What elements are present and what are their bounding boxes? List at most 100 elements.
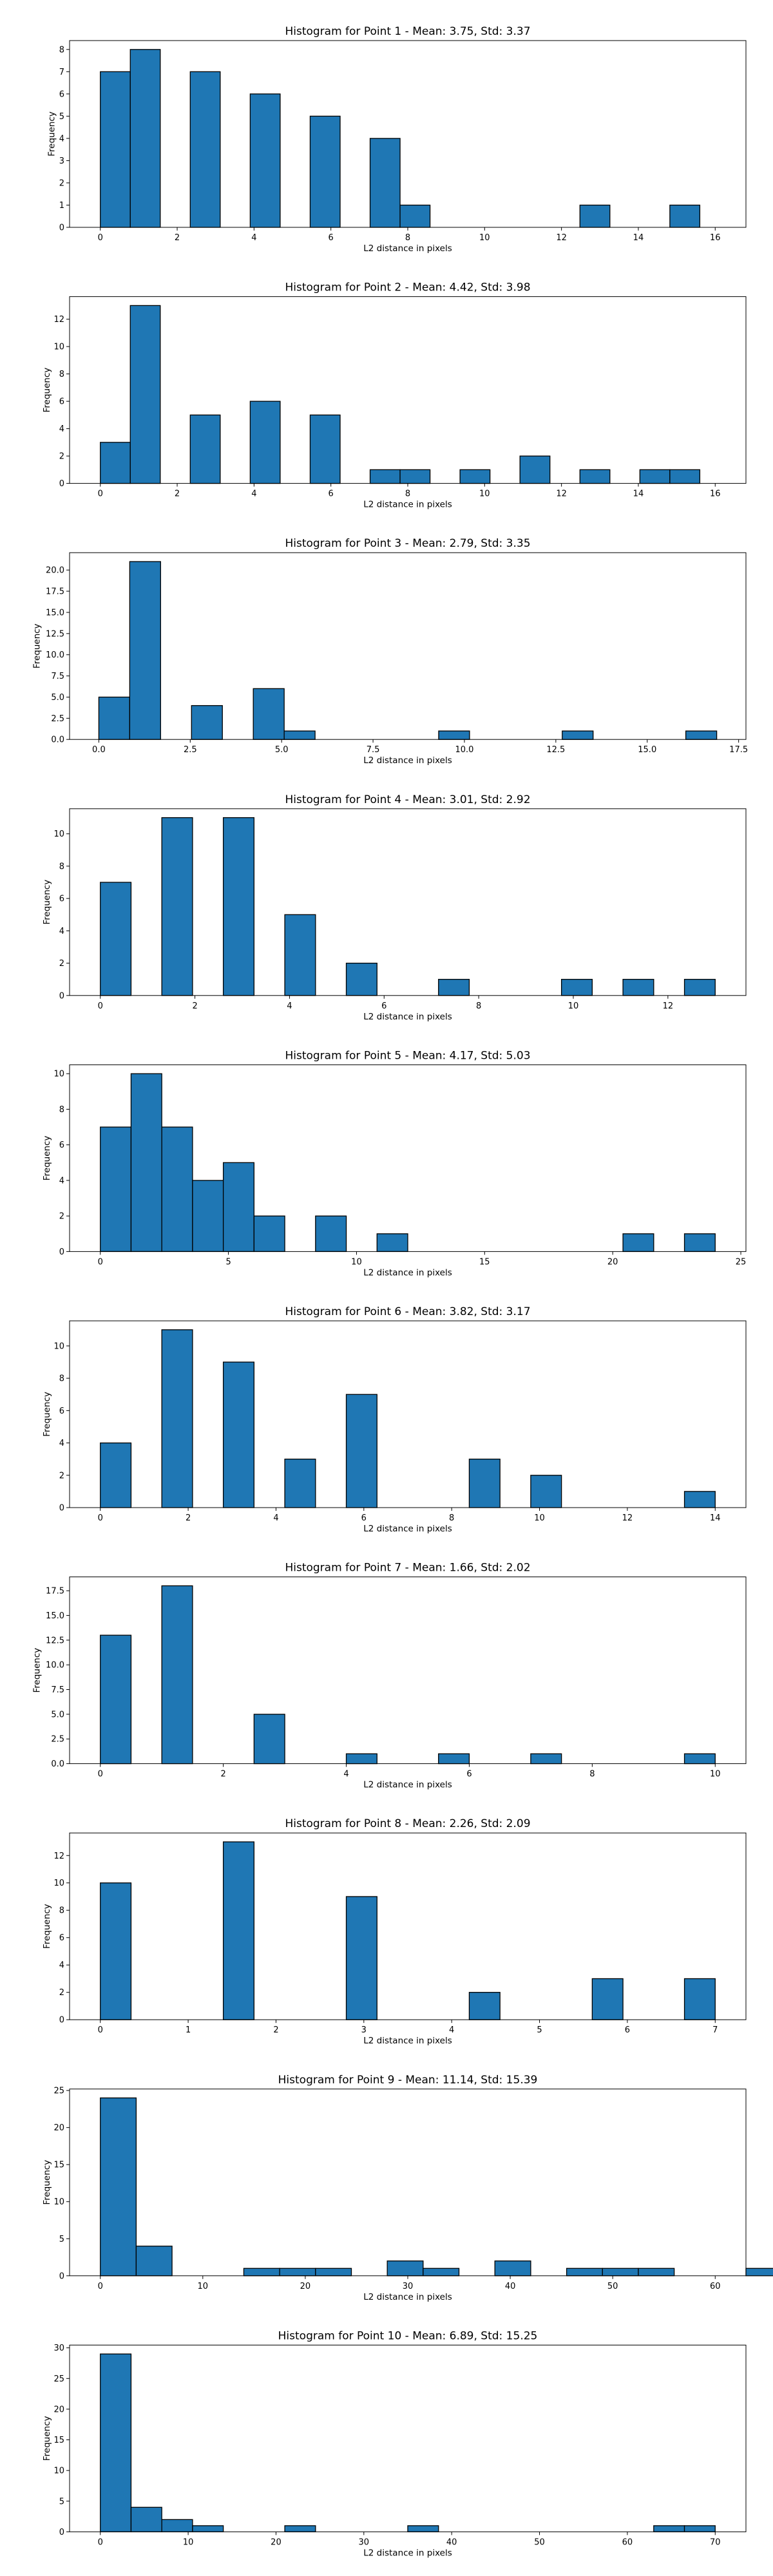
x-tick-label: 4	[449, 2025, 454, 2035]
x-tick-label: 15.0	[638, 745, 656, 755]
histogram-bar	[669, 469, 701, 484]
y-tick-label: 0	[59, 2528, 64, 2537]
x-tick-label: 30	[359, 2537, 370, 2547]
y-tick-label: 4	[59, 927, 64, 936]
x-tick-label: 10	[479, 233, 490, 243]
histogram-bar	[407, 2525, 439, 2533]
y-tick-label: 6	[59, 397, 64, 407]
y-tick-label: 0	[59, 1247, 64, 1257]
plot-frame	[69, 808, 747, 996]
histogram-bar	[100, 1634, 132, 1765]
histogram-bar	[129, 561, 161, 740]
x-tick-label: 25	[736, 1257, 747, 1267]
histogram-bar	[309, 115, 341, 228]
y-tick-label: 8	[59, 45, 64, 55]
y-tick-label: 4	[59, 134, 64, 144]
x-tick-label: 4	[251, 489, 256, 499]
histogram-bar	[222, 1162, 255, 1253]
x-axis-label: L2 distance in pixels	[363, 2548, 452, 2558]
histogram-bar	[253, 688, 285, 740]
x-tick-label: 10	[710, 1770, 721, 1779]
x-tick-label: 12	[556, 489, 567, 499]
histogram-bar	[438, 1753, 470, 1765]
chart-title: Histogram for Point 1 - Mean: 3.75, Std:…	[285, 25, 530, 38]
x-tick-label: 6	[329, 233, 334, 243]
histogram-bar	[161, 1329, 193, 1508]
plot-frame	[69, 296, 747, 484]
y-tick-label: 15.0	[46, 608, 64, 618]
y-tick-label: 5	[59, 112, 64, 122]
y-tick-label: 5	[59, 2497, 64, 2506]
histogram-bar	[459, 469, 491, 484]
histogram-bar	[161, 817, 193, 996]
y-tick-label: 12	[53, 1852, 64, 1861]
plot-frame	[69, 1832, 747, 2020]
histogram-panel-3: Histogram for Point 3 - Mean: 2.79, Std:…	[32, 537, 749, 766]
x-tick-label: 4	[343, 1770, 348, 1779]
x-axis-label: L2 distance in pixels	[363, 1524, 452, 1534]
y-tick-label: 6	[59, 895, 64, 904]
y-tick-label: 10	[53, 2467, 64, 2476]
histogram-bar	[189, 71, 221, 228]
histogram-bar	[192, 2525, 224, 2533]
y-tick-label: 0	[59, 479, 64, 489]
x-tick-label: 5	[225, 1257, 231, 1267]
x-tick-label: 0	[98, 489, 103, 499]
x-tick-label: 0	[98, 1513, 103, 1523]
histogram-panel-6: Histogram for Point 6 - Mean: 3.82, Std:…	[42, 1305, 747, 1534]
histogram-bar	[100, 1882, 132, 2020]
histogram-bar	[683, 2525, 716, 2533]
histogram-panel-5: Histogram for Point 5 - Mean: 4.17, Std:…	[42, 1049, 747, 1278]
histogram-bar	[591, 1978, 624, 2020]
plot-frame	[69, 552, 747, 740]
histogram-bar	[685, 730, 718, 740]
x-tick-label: 7	[712, 2025, 718, 2035]
histogram-bar	[100, 71, 131, 228]
x-axis-label: L2 distance in pixels	[363, 1780, 452, 1790]
y-tick-label: 6	[59, 90, 64, 99]
histogram-bar	[98, 696, 131, 740]
y-tick-label: 7.5	[51, 672, 64, 681]
y-tick-label: 20	[53, 2123, 64, 2133]
y-tick-label: 20	[53, 2405, 64, 2414]
histogram-bar	[253, 1215, 285, 1253]
y-tick-label: 12.5	[46, 1636, 64, 1645]
chart-title: Histogram for Point 8 - Mean: 2.26, Std:…	[285, 1817, 530, 1830]
x-tick-label: 2	[175, 233, 180, 243]
x-tick-label: 20	[300, 2282, 311, 2291]
histogram-bar	[100, 882, 132, 996]
histogram-bar	[468, 1992, 501, 2020]
histogram-bar	[161, 1585, 193, 1765]
histogram-bar	[345, 1896, 377, 2020]
y-tick-label: 8	[59, 1105, 64, 1115]
x-tick-label: 40	[446, 2537, 457, 2547]
y-tick-label: 10	[53, 829, 64, 839]
y-tick-label: 6	[59, 1141, 64, 1150]
x-tick-label: 6	[329, 489, 334, 499]
x-axis-label: L2 distance in pixels	[363, 1012, 452, 1022]
x-tick-label: 50	[534, 2537, 545, 2547]
y-tick-label: 0	[59, 991, 64, 1001]
x-tick-label: 8	[589, 1770, 595, 1779]
x-tick-label: 12	[663, 1001, 674, 1011]
y-tick-label: 0	[59, 1504, 64, 1513]
histogram-bar	[100, 442, 131, 484]
y-tick-label: 5.0	[51, 1710, 64, 1719]
x-tick-label: 8	[476, 1001, 481, 1011]
x-tick-label: 6	[381, 1001, 386, 1011]
x-tick-label: 2	[220, 1770, 225, 1779]
y-axis-label: Frequency	[42, 880, 52, 925]
y-tick-label: 2	[59, 959, 64, 969]
y-tick-label: 5	[59, 2235, 64, 2244]
x-tick-label: 4	[273, 1513, 278, 1523]
y-tick-label: 15.0	[46, 1611, 64, 1621]
y-tick-label: 2	[59, 1471, 64, 1481]
x-tick-label: 4	[287, 1001, 292, 1011]
y-tick-label: 25	[53, 2374, 64, 2384]
histogram-bar	[683, 979, 716, 996]
x-tick-label: 3	[361, 2025, 367, 2035]
histogram-bar	[438, 730, 470, 740]
y-tick-label: 10	[53, 343, 64, 352]
histogram-bar	[309, 414, 341, 484]
